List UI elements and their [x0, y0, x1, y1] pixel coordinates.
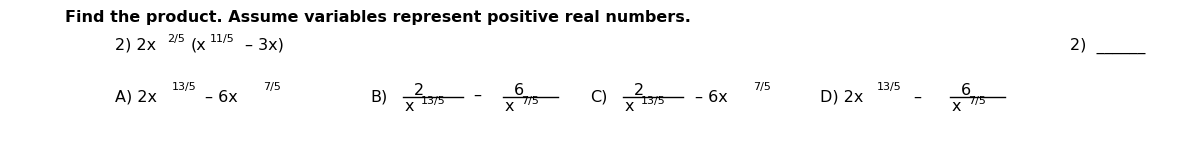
Text: –: –	[473, 88, 481, 103]
Text: 6: 6	[514, 83, 524, 98]
Text: 13/5: 13/5	[877, 82, 901, 92]
Text: 2) 2x: 2) 2x	[115, 38, 156, 53]
Text: –: –	[913, 90, 922, 105]
Text: – 3x): – 3x)	[245, 38, 284, 53]
Text: 7/5: 7/5	[968, 96, 986, 106]
Text: 7/5: 7/5	[754, 82, 770, 92]
Text: B): B)	[370, 90, 388, 105]
Text: Find the product. Assume variables represent positive real numbers.: Find the product. Assume variables repre…	[65, 10, 691, 25]
Text: C): C)	[590, 90, 607, 105]
Text: x: x	[625, 99, 635, 114]
Text: x: x	[406, 99, 414, 114]
Text: 13/5: 13/5	[641, 96, 666, 106]
Text: 2: 2	[414, 83, 424, 98]
Text: D) 2x: D) 2x	[820, 90, 863, 105]
Text: – 6x: – 6x	[695, 90, 727, 105]
Text: A) 2x: A) 2x	[115, 90, 157, 105]
Text: 6: 6	[961, 83, 971, 98]
Text: 13/5: 13/5	[172, 82, 197, 92]
Text: x: x	[952, 99, 961, 114]
Text: 13/5: 13/5	[421, 96, 445, 106]
Text: 11/5: 11/5	[210, 34, 235, 44]
Text: (x: (x	[191, 38, 206, 53]
Text: 7/5: 7/5	[521, 96, 539, 106]
Text: 2/5: 2/5	[167, 34, 185, 44]
Text: – 6x: – 6x	[205, 90, 238, 105]
Text: 7/5: 7/5	[263, 82, 281, 92]
Text: 2: 2	[634, 83, 644, 98]
Text: 2)  ______: 2) ______	[1070, 38, 1145, 54]
Text: x: x	[505, 99, 515, 114]
